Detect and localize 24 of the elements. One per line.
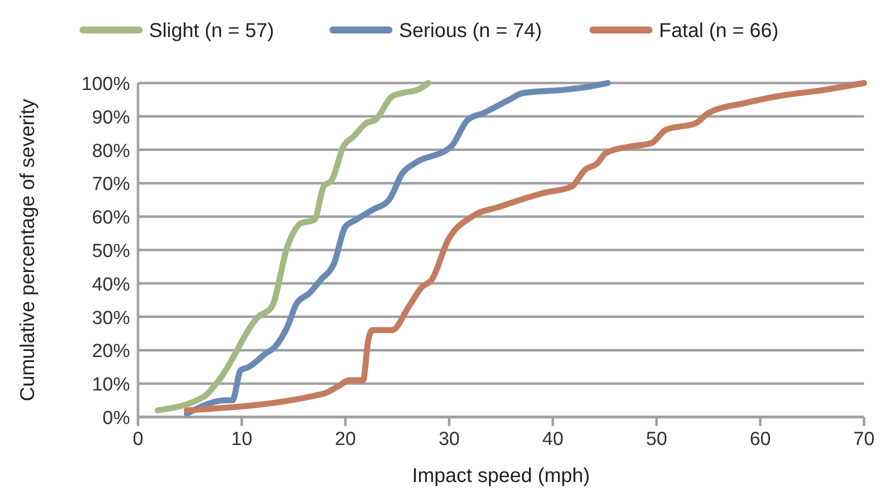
x-tick-label: 70: [853, 429, 875, 450]
x-tick-label: 20: [334, 429, 356, 450]
x-tick-label: 30: [438, 429, 460, 450]
y-tick-label: 90%: [92, 107, 130, 128]
y-axis-title: Cumulative percentage of severity: [17, 98, 39, 402]
y-tick-label: 0%: [102, 408, 130, 429]
x-tick-label: 0: [132, 429, 144, 450]
y-tick-label: 100%: [81, 74, 130, 95]
x-tick-label: 10: [231, 429, 252, 450]
x-tick-label: 60: [750, 429, 771, 450]
y-tick-label: 60%: [92, 208, 130, 229]
y-tick-label: 10%: [92, 374, 130, 396]
legend-label: Fatal (n = 66): [659, 20, 779, 42]
legend-label: Slight (n = 57): [149, 20, 274, 42]
x-tick-label: 50: [646, 429, 668, 450]
y-tick-label: 70%: [92, 174, 130, 196]
y-tick-label: 80%: [92, 140, 130, 162]
y-tick-label: 30%: [92, 308, 130, 329]
legend-label: Serious (n = 74): [399, 20, 542, 42]
y-tick-label: 20%: [92, 341, 130, 362]
x-tick-label: 40: [542, 429, 564, 450]
x-axis-title: Impact speed (mph): [412, 465, 590, 487]
y-tick-label: 40%: [92, 274, 130, 296]
y-tick-label: 50%: [92, 241, 130, 262]
